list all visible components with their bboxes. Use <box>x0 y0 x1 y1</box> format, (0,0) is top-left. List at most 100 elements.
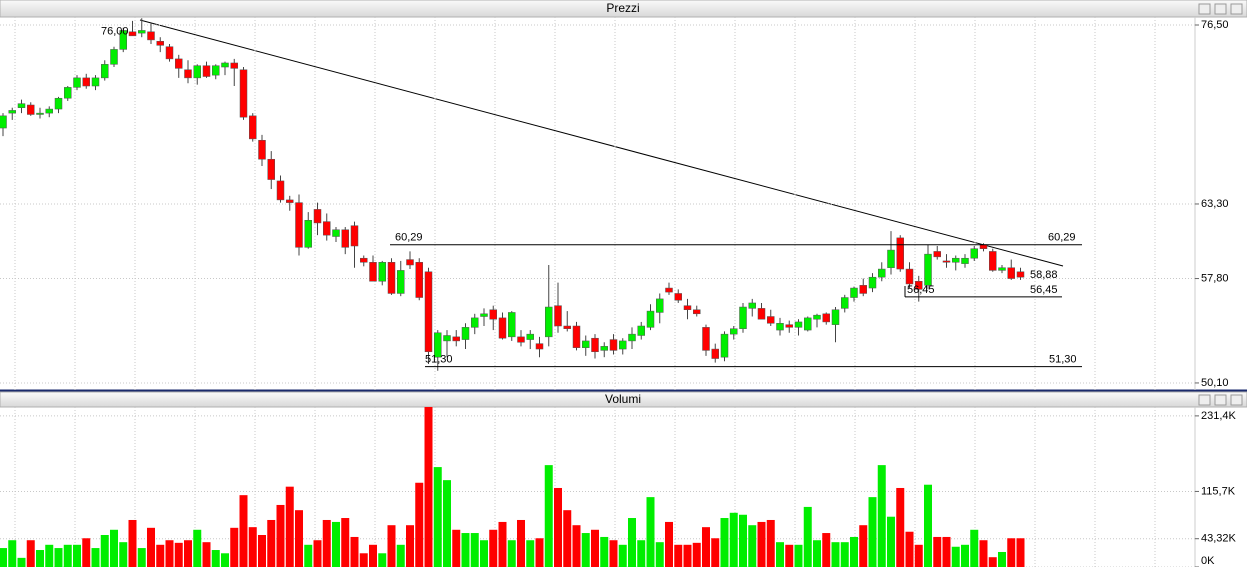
volume-bar <box>489 529 498 567</box>
close-button[interactable] <box>1230 3 1243 15</box>
candle-body <box>822 313 830 323</box>
volume-bar <box>924 484 932 567</box>
level-label: 60,29 <box>395 232 423 244</box>
candle-body <box>332 229 340 237</box>
y-tick-label: 63,30 <box>1201 198 1229 210</box>
volume-bar <box>766 519 775 567</box>
candle-body <box>526 333 534 340</box>
volume-bar <box>91 548 100 567</box>
volume-bar <box>655 542 664 567</box>
candle-body <box>267 158 275 180</box>
volume-bar <box>276 504 285 567</box>
volume-bar <box>341 518 350 567</box>
candle-body <box>45 108 53 114</box>
candle-body <box>64 87 72 99</box>
candle-body <box>147 31 155 41</box>
level-label: 56,45 <box>1030 284 1058 296</box>
volume-bar <box>295 510 303 567</box>
volume-bar <box>628 518 636 567</box>
volume-bar <box>729 512 738 567</box>
candle-body <box>212 65 220 76</box>
candle-body <box>989 251 997 271</box>
volume-bar <box>63 544 72 567</box>
volume-bar <box>840 542 849 567</box>
volume-bar <box>452 529 461 567</box>
y-tick-label: 0K <box>1201 555 1215 567</box>
candle-body <box>878 268 886 278</box>
volume-bar <box>332 521 340 567</box>
maximize-button[interactable] <box>1214 3 1227 15</box>
volume-bar <box>563 510 572 567</box>
candle-body <box>970 248 978 259</box>
candle-body <box>646 310 655 328</box>
volume-bar <box>54 548 63 567</box>
candle-body <box>896 237 904 270</box>
volume-bar <box>239 495 248 567</box>
volume-bar <box>517 519 525 567</box>
candle-body <box>933 251 941 258</box>
volume-bar <box>73 544 81 567</box>
candle-body <box>480 313 488 317</box>
volume-bar <box>480 540 488 567</box>
candle-body <box>757 308 766 320</box>
candle-body <box>563 325 571 329</box>
level-label: 60,29 <box>1048 232 1076 244</box>
candle-body <box>859 285 867 294</box>
y-tick-label: 76,50 <box>1201 19 1229 31</box>
volume-bar <box>813 540 821 567</box>
volume-bar <box>396 544 405 567</box>
candle-body <box>850 287 858 298</box>
close-button[interactable] <box>1230 394 1243 406</box>
candle-body <box>295 202 303 248</box>
candle-body <box>730 328 738 335</box>
candle-body <box>461 327 470 340</box>
candle-body <box>517 336 525 343</box>
volume-bar <box>600 536 609 567</box>
candle-body <box>184 69 192 79</box>
candle-body <box>591 337 599 353</box>
candle-body <box>785 324 793 328</box>
volume-bar <box>933 536 942 567</box>
volume-bar <box>1007 538 1016 567</box>
candle-body <box>138 30 146 34</box>
volume-bar <box>110 529 118 567</box>
candle-body <box>406 259 414 266</box>
candle-body <box>841 297 849 309</box>
volume-bar <box>674 544 683 567</box>
level-label: 51,30 <box>1049 354 1077 366</box>
volume-bar <box>211 550 220 567</box>
volume-bar <box>646 497 655 567</box>
volume-bar <box>942 536 951 567</box>
volume-bar <box>433 467 442 567</box>
candle-body <box>1016 271 1025 278</box>
volume-bar <box>609 540 618 567</box>
minimize-button[interactable] <box>1198 3 1211 15</box>
candle-body <box>286 199 294 203</box>
volume-bar <box>424 407 433 567</box>
candle-body <box>813 314 821 320</box>
volume-panel-title: Volumi <box>605 392 641 406</box>
candle-body <box>702 327 710 351</box>
volume-bar <box>757 521 766 567</box>
y-tick-label: 57,80 <box>1201 272 1229 284</box>
volume-bar <box>165 540 174 567</box>
window-buttons <box>1198 3 1243 406</box>
candle-body <box>683 305 692 310</box>
volume-bar <box>36 550 44 567</box>
volume-bar <box>1016 538 1025 567</box>
volume-bar <box>230 527 239 567</box>
minimize-button[interactable] <box>1198 394 1211 406</box>
price-panel-title: Prezzi <box>606 1 639 15</box>
volume-bar <box>470 533 479 567</box>
candle-body <box>110 49 118 65</box>
candle-body <box>942 260 951 263</box>
candle-body <box>498 317 507 339</box>
candle-body <box>656 298 664 313</box>
maximize-button[interactable] <box>1214 394 1227 406</box>
candle-body <box>230 62 238 69</box>
volume-bar <box>258 535 266 567</box>
y-tick-label: 115,7K <box>1201 485 1236 497</box>
volume-bar <box>350 536 359 567</box>
volume-bar <box>535 538 544 567</box>
volume-bar <box>156 544 165 567</box>
